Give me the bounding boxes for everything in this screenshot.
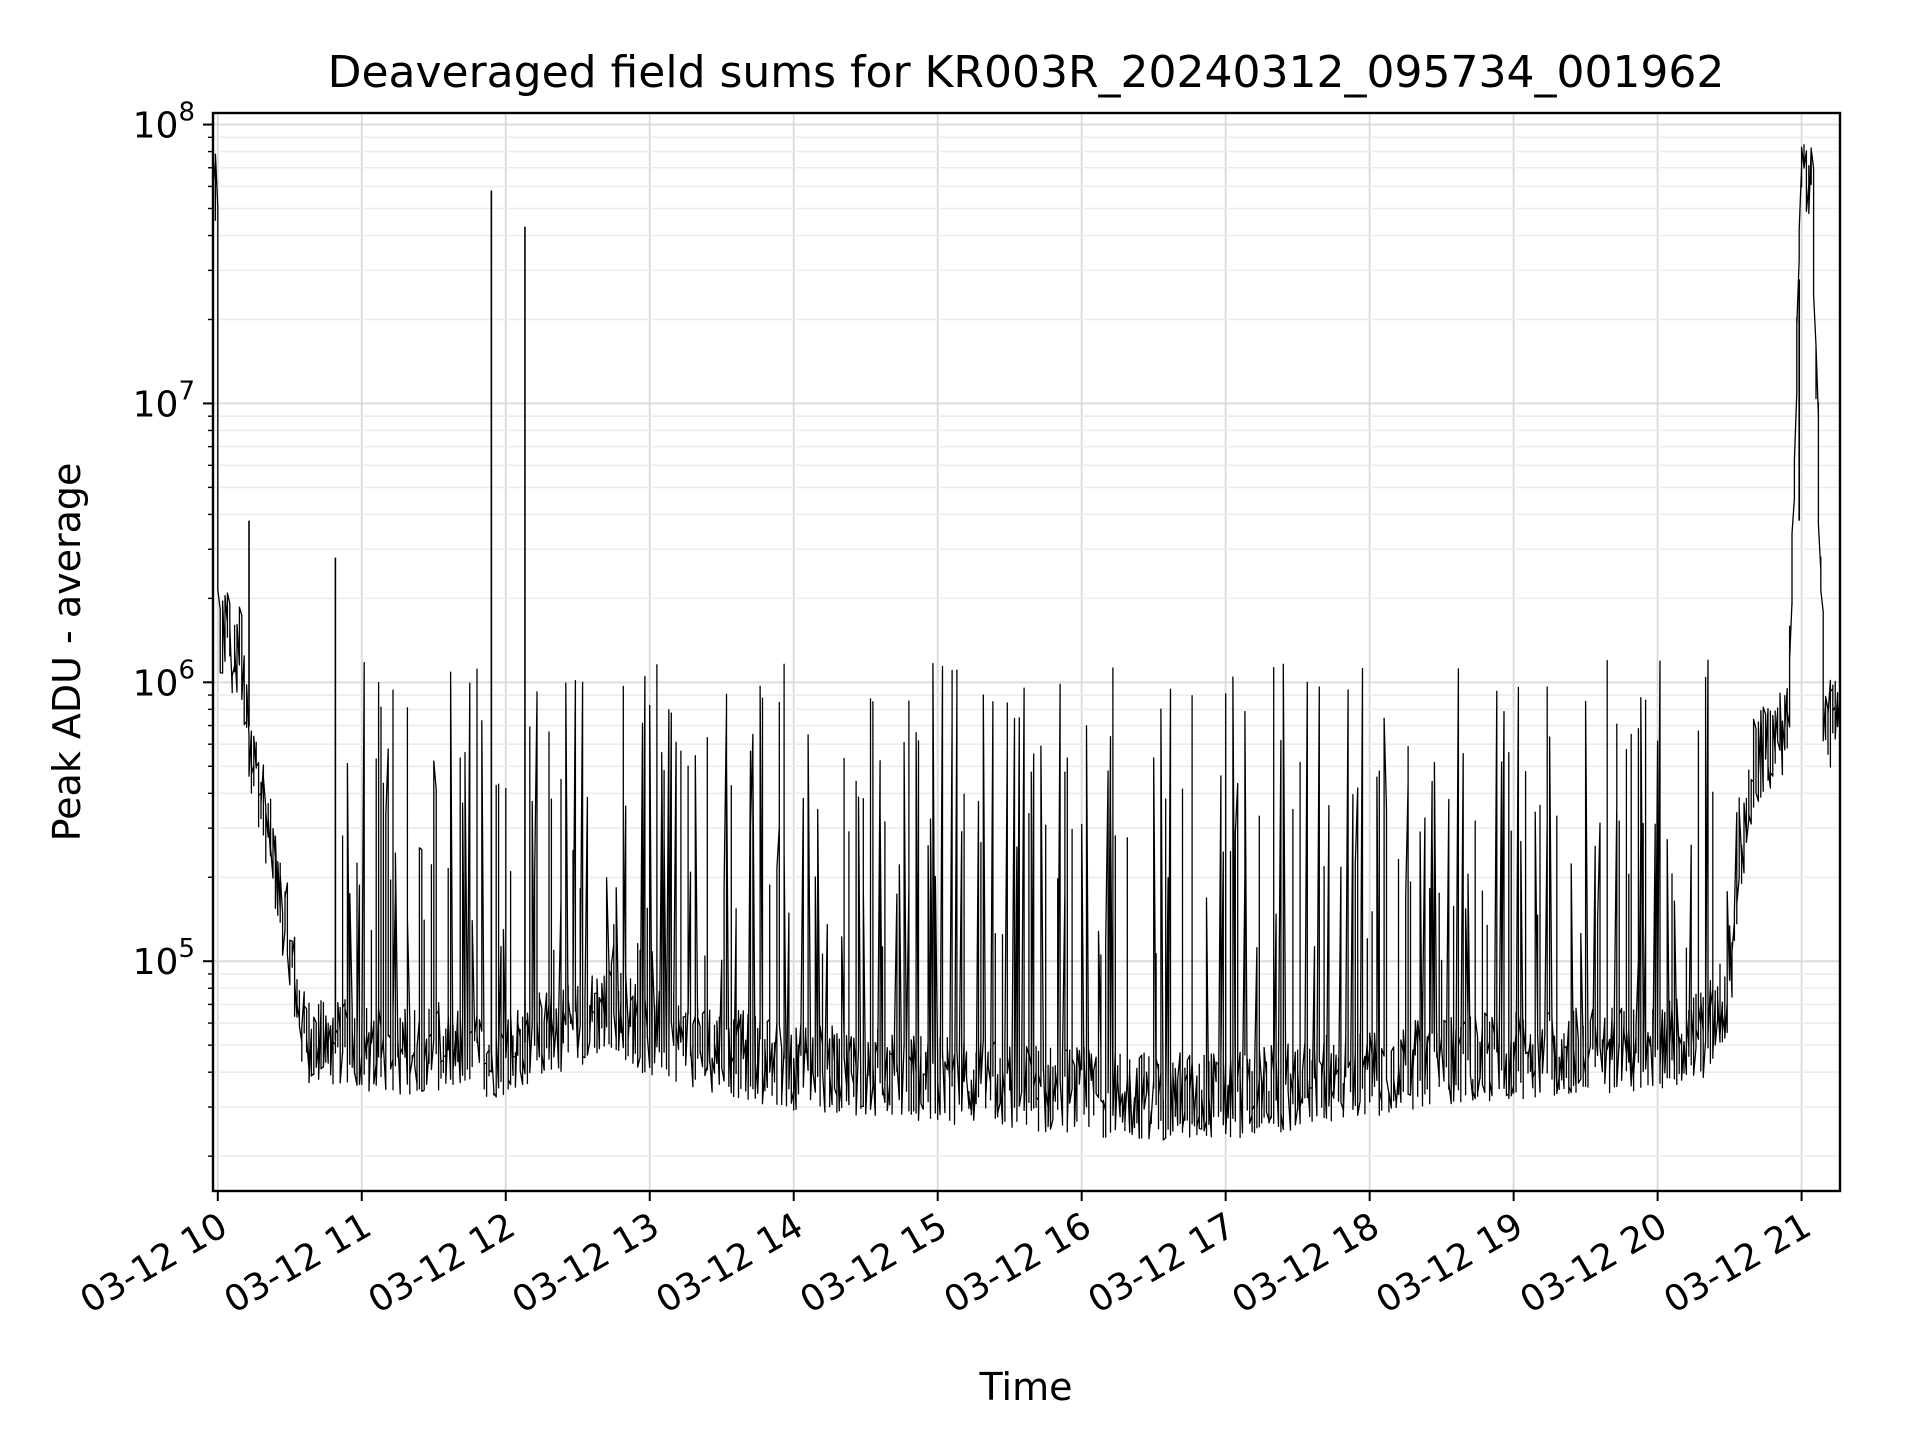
y-tick-label: 105 <box>133 934 195 983</box>
data-series <box>212 144 1841 1141</box>
y-tick-label: 107 <box>133 376 195 425</box>
plot-frame <box>211 111 1842 1193</box>
series-line <box>212 144 1841 1141</box>
y-tick-label: 106 <box>133 655 195 704</box>
y-axis: 105 106 107 108 <box>133 98 213 1157</box>
y-tick-label: 108 <box>133 98 195 147</box>
x-axis-label: Time <box>979 1365 1073 1409</box>
chart-title: Deaveraged field sums for KR003R_2024031… <box>328 47 1725 98</box>
y-axis-label: Peak ADU - average <box>45 463 89 842</box>
